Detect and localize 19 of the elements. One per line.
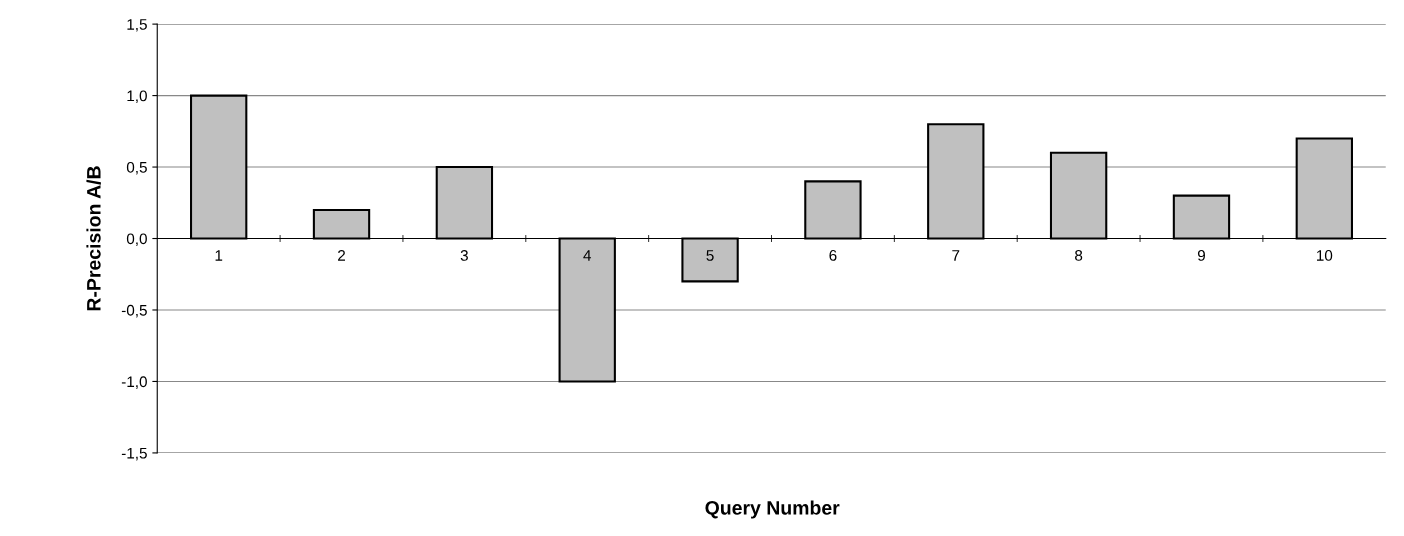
x-tick-label: 1	[215, 250, 223, 261]
y-axis-title: R-Precision A/B	[86, 166, 101, 311]
x-tick-label: 5	[706, 250, 714, 261]
y-tick-label: 1,0	[127, 90, 147, 104]
x-tick-label: 4	[583, 250, 592, 261]
y-tick-label: -1,0	[121, 376, 147, 389]
y-tick-label: 0,5	[126, 161, 147, 175]
y-tick-label: 1,5	[127, 19, 147, 32]
x-tick-label: 6	[829, 250, 837, 261]
y-tick-label: 0,0	[126, 233, 147, 247]
x-tick-label: 2	[338, 250, 345, 261]
x-tick-label: 7	[952, 250, 960, 261]
x-tick-label: 8	[1075, 250, 1083, 261]
x-tick-label: 10	[1316, 250, 1333, 261]
x-tick-label: 9	[1197, 250, 1205, 261]
x-tick-label: 3	[460, 250, 468, 261]
x-axis-title: Query Number	[705, 500, 840, 519]
y-tick-label: -1,5	[121, 447, 147, 461]
y-tick-label: -0,5	[121, 304, 147, 318]
